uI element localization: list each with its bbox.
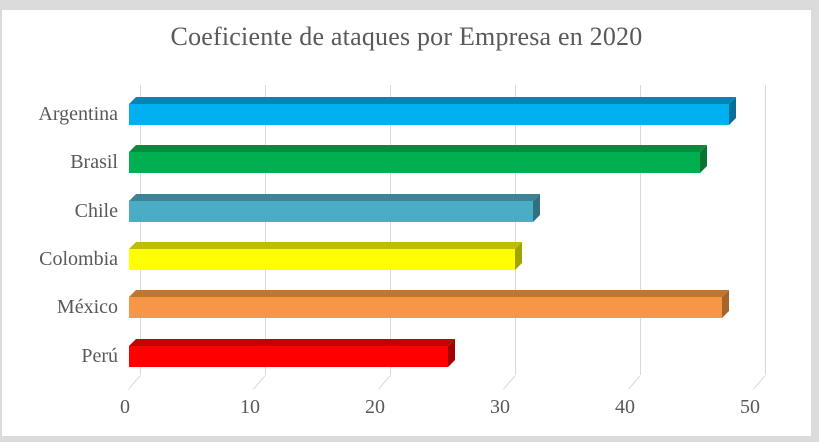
category-label-chile: Chile [74,199,118,222]
gridline-50 [765,85,766,375]
category-label-mexico: México [56,296,118,319]
gridline-40 [640,85,641,375]
category-label-argentina: Argentina [38,103,118,125]
x-tick-label-10: 10 [240,396,260,418]
axis-tick-10 [253,375,266,390]
axis-tick-20 [378,375,391,390]
x-tick-label-30: 30 [490,396,510,418]
axis-tick-50 [753,375,766,390]
x-tick-label-20: 20 [365,396,385,418]
category-label-brasil: Brasil [70,151,118,174]
bar-peru [129,345,448,367]
axis-tick-30 [503,375,516,390]
bar-mexico [129,297,722,319]
gridline-0 [140,85,141,375]
axis-tick-0 [128,375,141,390]
gridline-20 [390,85,391,375]
bar-argentina [129,104,729,125]
category-label-peru: Perú [81,344,118,367]
gridline-10 [265,85,266,375]
chart-area: Coeficiente de ataques por Empresa en 20… [2,10,811,436]
bar-colombia [129,249,516,270]
axis-tick-40 [628,375,641,390]
x-tick-label-50: 50 [740,396,760,418]
bar-brasil [129,152,701,174]
category-label-colombia: Colombia [39,248,118,270]
x-tick-label-0: 0 [120,396,130,418]
chart-title: Coeficiente de ataques por Empresa en 20… [170,22,643,51]
plot-area: 0 10 20 30 40 50 Argentina Brasil Chile Colombia M… [2,10,811,436]
x-tick-label-40: 40 [615,396,635,418]
gridline-30 [515,85,516,375]
bar-chile [129,200,533,222]
